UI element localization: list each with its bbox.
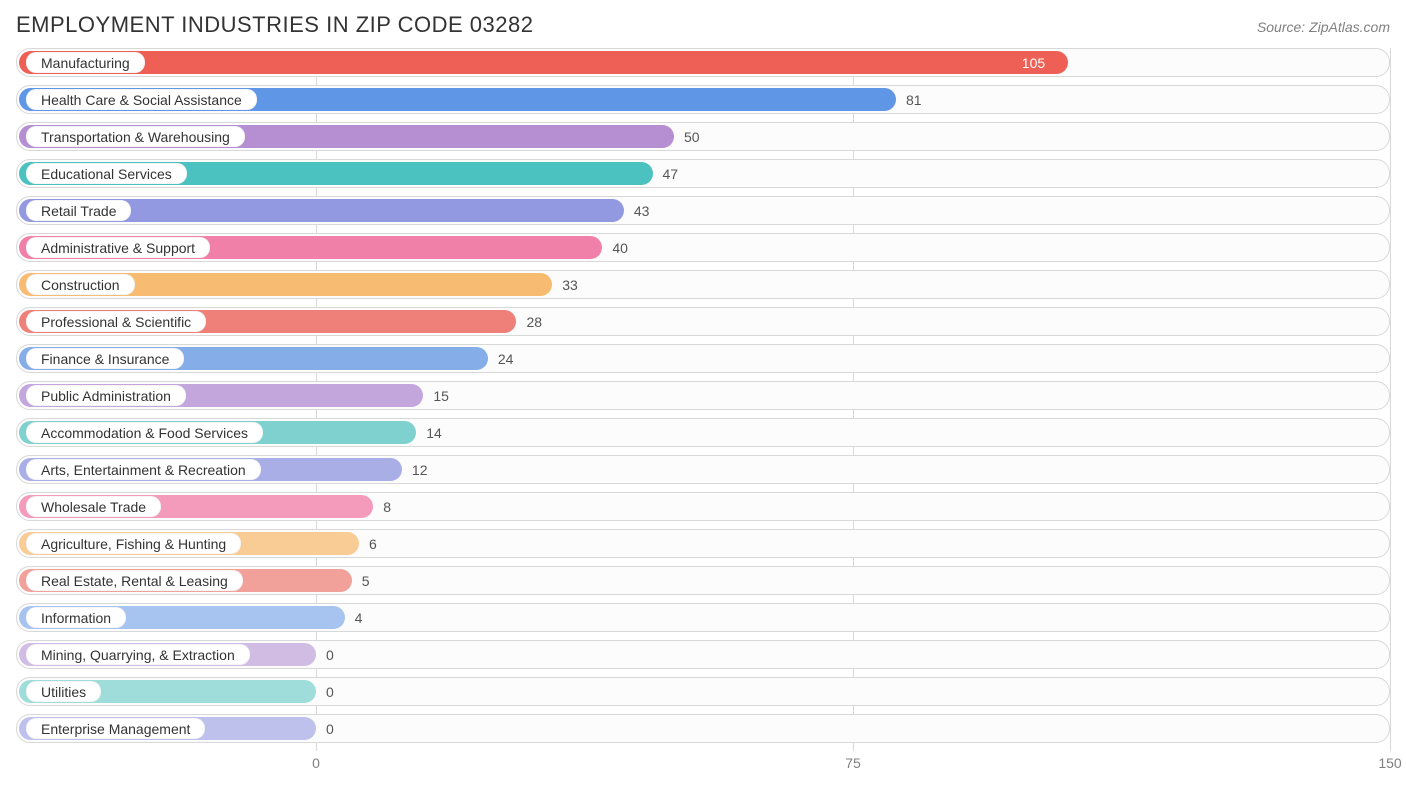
chart-title: EMPLOYMENT INDUSTRIES IN ZIP CODE 03282	[16, 12, 534, 38]
gridline	[1390, 48, 1391, 751]
bar-value: 6	[369, 529, 377, 558]
bar-label-pill: Mining, Quarrying, & Extraction	[26, 644, 250, 665]
bar-value: 28	[526, 307, 542, 336]
bar-value: 0	[326, 714, 334, 743]
bar-value: 24	[498, 344, 514, 373]
bar-label: Enterprise Management	[41, 721, 190, 737]
bar-label-pill: Accommodation & Food Services	[26, 422, 263, 443]
bar-value: 0	[326, 677, 334, 706]
source-name: ZipAtlas.com	[1309, 19, 1390, 35]
bar-label: Utilities	[41, 684, 86, 700]
x-axis: 075150	[16, 751, 1390, 779]
bar-label: Transportation & Warehousing	[41, 129, 230, 145]
axis-tick: 150	[1378, 755, 1401, 771]
bar-label: Wholesale Trade	[41, 499, 146, 515]
bar-label-pill: Wholesale Trade	[26, 496, 161, 517]
bar-value: 15	[433, 381, 449, 410]
bar-label: Real Estate, Rental & Leasing	[41, 573, 228, 589]
bar-label-pill: Real Estate, Rental & Leasing	[26, 570, 243, 591]
bar-value: 47	[663, 159, 679, 188]
bar-label: Administrative & Support	[41, 240, 195, 256]
bar-fill	[19, 51, 1068, 74]
bar-label: Information	[41, 610, 111, 626]
bar-label-pill: Administrative & Support	[26, 237, 210, 258]
bar-value: 81	[906, 85, 922, 114]
bar-label-pill: Public Administration	[26, 385, 186, 406]
bar-label-pill: Information	[26, 607, 126, 628]
bar-row: Accommodation & Food Services 14	[16, 418, 1390, 447]
bar-row: Health Care & Social Assistance 81	[16, 85, 1390, 114]
bar-value: 43	[634, 196, 650, 225]
bar-value: 5	[362, 566, 370, 595]
bar-row: Construction 33	[16, 270, 1390, 299]
bar-label: Arts, Entertainment & Recreation	[41, 462, 246, 478]
bar-label-pill: Arts, Entertainment & Recreation	[26, 459, 261, 480]
chart-area: Manufacturing 105 Health Care & Social Ass…	[16, 48, 1390, 779]
bar-row: Arts, Entertainment & Recreation 12	[16, 455, 1390, 484]
bar-value: 8	[383, 492, 391, 521]
bar-row: Transportation & Warehousing 50	[16, 122, 1390, 151]
bar-label-pill: Retail Trade	[26, 200, 131, 221]
bar-label: Public Administration	[41, 388, 171, 404]
bar-label: Accommodation & Food Services	[41, 425, 248, 441]
bar-value: 33	[562, 270, 578, 299]
bar-label-pill: Utilities	[26, 681, 101, 702]
axis-tick: 75	[845, 755, 861, 771]
bar-row: Educational Services 47	[16, 159, 1390, 188]
bar-row: Wholesale Trade 8	[16, 492, 1390, 521]
bar-row: Retail Trade 43	[16, 196, 1390, 225]
source-prefix: Source:	[1257, 19, 1309, 35]
bar-label: Professional & Scientific	[41, 314, 191, 330]
bar-label-pill: Finance & Insurance	[26, 348, 184, 369]
bar-label-pill: Agriculture, Fishing & Hunting	[26, 533, 241, 554]
bar-row: Manufacturing 105	[16, 48, 1390, 77]
bar-label-pill: Construction	[26, 274, 135, 295]
bar-value: 50	[684, 122, 700, 151]
bar-row: Public Administration 15	[16, 381, 1390, 410]
bar-value: 105	[1022, 48, 1045, 77]
bar-row: Finance & Insurance 24	[16, 344, 1390, 373]
bar-value: 12	[412, 455, 428, 484]
bar-label: Mining, Quarrying, & Extraction	[41, 647, 235, 663]
bar-row: Utilities 0	[16, 677, 1390, 706]
bar-row: Enterprise Management 0	[16, 714, 1390, 743]
chart-source: Source: ZipAtlas.com	[1257, 19, 1390, 35]
axis-tick: 0	[312, 755, 320, 771]
bar-label-pill: Professional & Scientific	[26, 311, 206, 332]
bar-label: Retail Trade	[41, 203, 116, 219]
bar-label-pill: Enterprise Management	[26, 718, 205, 739]
bars-container: Manufacturing 105 Health Care & Social Ass…	[16, 48, 1390, 743]
chart-header: EMPLOYMENT INDUSTRIES IN ZIP CODE 03282 …	[16, 12, 1390, 38]
bar-row: Mining, Quarrying, & Extraction 0	[16, 640, 1390, 669]
bar-value: 0	[326, 640, 334, 669]
bar-label: Agriculture, Fishing & Hunting	[41, 536, 226, 552]
bar-label-pill: Educational Services	[26, 163, 187, 184]
bar-label: Finance & Insurance	[41, 351, 169, 367]
bar-label: Health Care & Social Assistance	[41, 92, 242, 108]
bar-row: Agriculture, Fishing & Hunting 6	[16, 529, 1390, 558]
bar-row: Administrative & Support 40	[16, 233, 1390, 262]
bar-row: Real Estate, Rental & Leasing 5	[16, 566, 1390, 595]
bar-value: 4	[355, 603, 363, 632]
bar-label-pill: Transportation & Warehousing	[26, 126, 245, 147]
bar-row: Information 4	[16, 603, 1390, 632]
bar-value: 40	[612, 233, 628, 262]
bar-label: Educational Services	[41, 166, 172, 182]
bar-label-pill: Manufacturing	[26, 52, 145, 73]
bar-label-pill: Health Care & Social Assistance	[26, 89, 257, 110]
bar-label: Manufacturing	[41, 55, 130, 71]
bar-row: Professional & Scientific 28	[16, 307, 1390, 336]
bar-label: Construction	[41, 277, 120, 293]
bar-value: 14	[426, 418, 442, 447]
